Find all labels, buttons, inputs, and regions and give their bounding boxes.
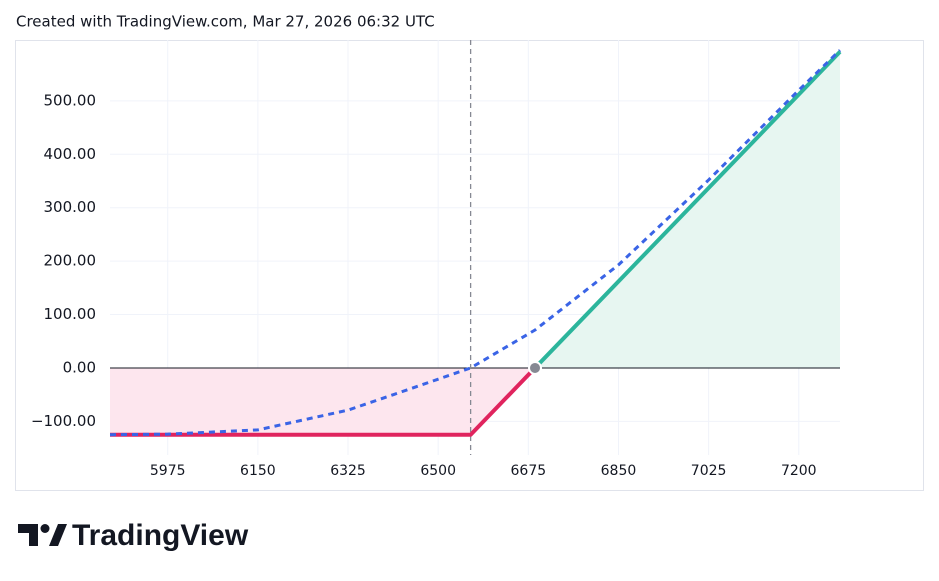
brand-name: TradingView — [72, 519, 249, 552]
breakeven-dot — [528, 360, 543, 375]
grid-layer: −100.00 0.00 100.00 200.00 300.00 400.00 500.0… — [31, 40, 840, 479]
x-tick-label: 6150 — [240, 463, 276, 479]
header: Created with TradingView.com, Mar 27, 20… — [16, 13, 435, 31]
expected-curve — [109, 49, 842, 437]
payoff-line — [533, 50, 842, 370]
logo-icon — [40, 524, 50, 533]
area-fill — [110, 367, 536, 435]
y-tick-label: 100.00 — [44, 305, 97, 323]
brand-logo: TradingView — [18, 519, 249, 552]
y-tick-label: −100.00 — [31, 412, 96, 430]
data-layer — [109, 40, 842, 455]
y-tick-label: 500.00 — [44, 91, 97, 109]
logo-icon — [18, 524, 38, 546]
y-tick-label: 300.00 — [44, 198, 97, 216]
x-tick-label: 6675 — [511, 463, 547, 479]
logo-icon — [49, 524, 67, 546]
y-tick-label: 200.00 — [44, 252, 97, 270]
x-tick-label: 7025 — [691, 463, 727, 479]
y-tick-label: 0.00 — [63, 358, 96, 376]
x-tick-label: 5975 — [150, 463, 186, 479]
panel-border — [15, 40, 924, 491]
x-tick-label: 6850 — [601, 463, 637, 479]
payoff-line — [110, 366, 537, 437]
x-tick-label: 6500 — [420, 463, 456, 479]
y-tick-label: 400.00 — [44, 145, 97, 163]
x-tick-label: 7200 — [781, 463, 817, 479]
x-tick-label: 6325 — [330, 463, 366, 479]
